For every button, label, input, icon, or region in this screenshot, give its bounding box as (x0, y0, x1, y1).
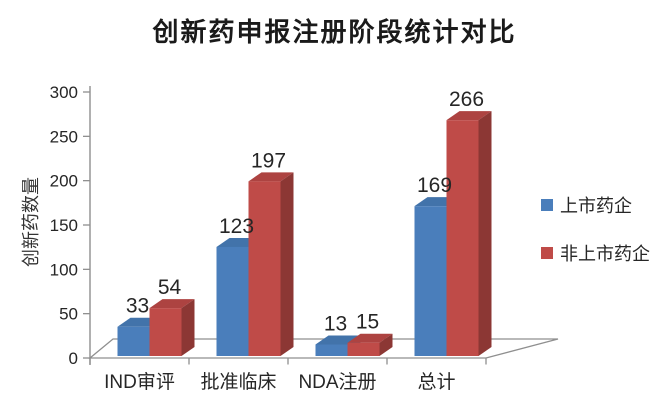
bar-非上市药企-NDA注册-top (347, 333, 393, 343)
value-label: 54 (158, 276, 182, 299)
legend-swatch-icon (541, 199, 553, 211)
bar-非上市药企-批准临床-side (280, 172, 294, 356)
y-axis-title: 创新药数量 (21, 177, 41, 267)
floor-plane (88, 338, 559, 359)
y-axis-tick-label: 300 (50, 83, 78, 102)
bar-非上市药企-批准临床 (248, 181, 281, 356)
bar-非上市药企-IND审评-top (149, 299, 195, 309)
value-label: 33 (126, 295, 149, 318)
y-axis-tick-label: 100 (50, 260, 78, 279)
chart-legend: 上市药企 非上市药企 (541, 192, 650, 266)
bar-上市药企-总计 (414, 206, 447, 356)
x-axis-category-label: NDA注册 (298, 371, 376, 393)
y-axis-tick-label: 0 (69, 349, 78, 368)
value-label: 13 (324, 312, 347, 335)
x-axis-category-label: IND审评 (104, 371, 175, 393)
bar-上市药企-NDA注册 (315, 344, 348, 356)
value-label: 266 (449, 88, 484, 111)
value-label: 123 (219, 215, 254, 238)
bar-非上市药企-总计-top (446, 111, 492, 121)
bar-非上市药企-IND审评 (149, 308, 182, 356)
bar-上市药企-IND审评 (117, 326, 150, 356)
chart-title: 创新药申报注册阶段统计对比 (152, 17, 517, 47)
y-axis-tick-label: 250 (50, 127, 78, 146)
y-axis-tick-label: 200 (50, 172, 78, 191)
bar-非上市药企-NDA注册-side (379, 333, 393, 356)
bar-上市药企-批准临床 (216, 246, 249, 356)
value-label: 169 (417, 174, 452, 197)
y-axis-tick-label: 50 (59, 305, 78, 324)
legend-item-0: 上市药企 (541, 192, 650, 218)
legend-label: 上市药企 (560, 196, 632, 216)
value-label: 197 (251, 149, 286, 172)
x-axis-category-label: 总计 (417, 371, 455, 393)
bar-非上市药企-总计 (446, 120, 479, 356)
bar-非上市药企-批准临床-top (248, 172, 294, 182)
bar-非上市药企-总计-side (478, 111, 492, 356)
legend-item-1: 非上市药企 (541, 240, 650, 266)
x-axis-category-label: 批准临床 (200, 371, 276, 393)
value-label: 15 (356, 311, 379, 334)
legend-label: 非上市药企 (560, 244, 650, 264)
bar-非上市药企-IND审评-side (181, 299, 195, 356)
y-axis-tick-label: 150 (50, 216, 78, 235)
bar-非上市药企-NDA注册 (347, 342, 380, 356)
legend-swatch-icon (541, 247, 553, 259)
